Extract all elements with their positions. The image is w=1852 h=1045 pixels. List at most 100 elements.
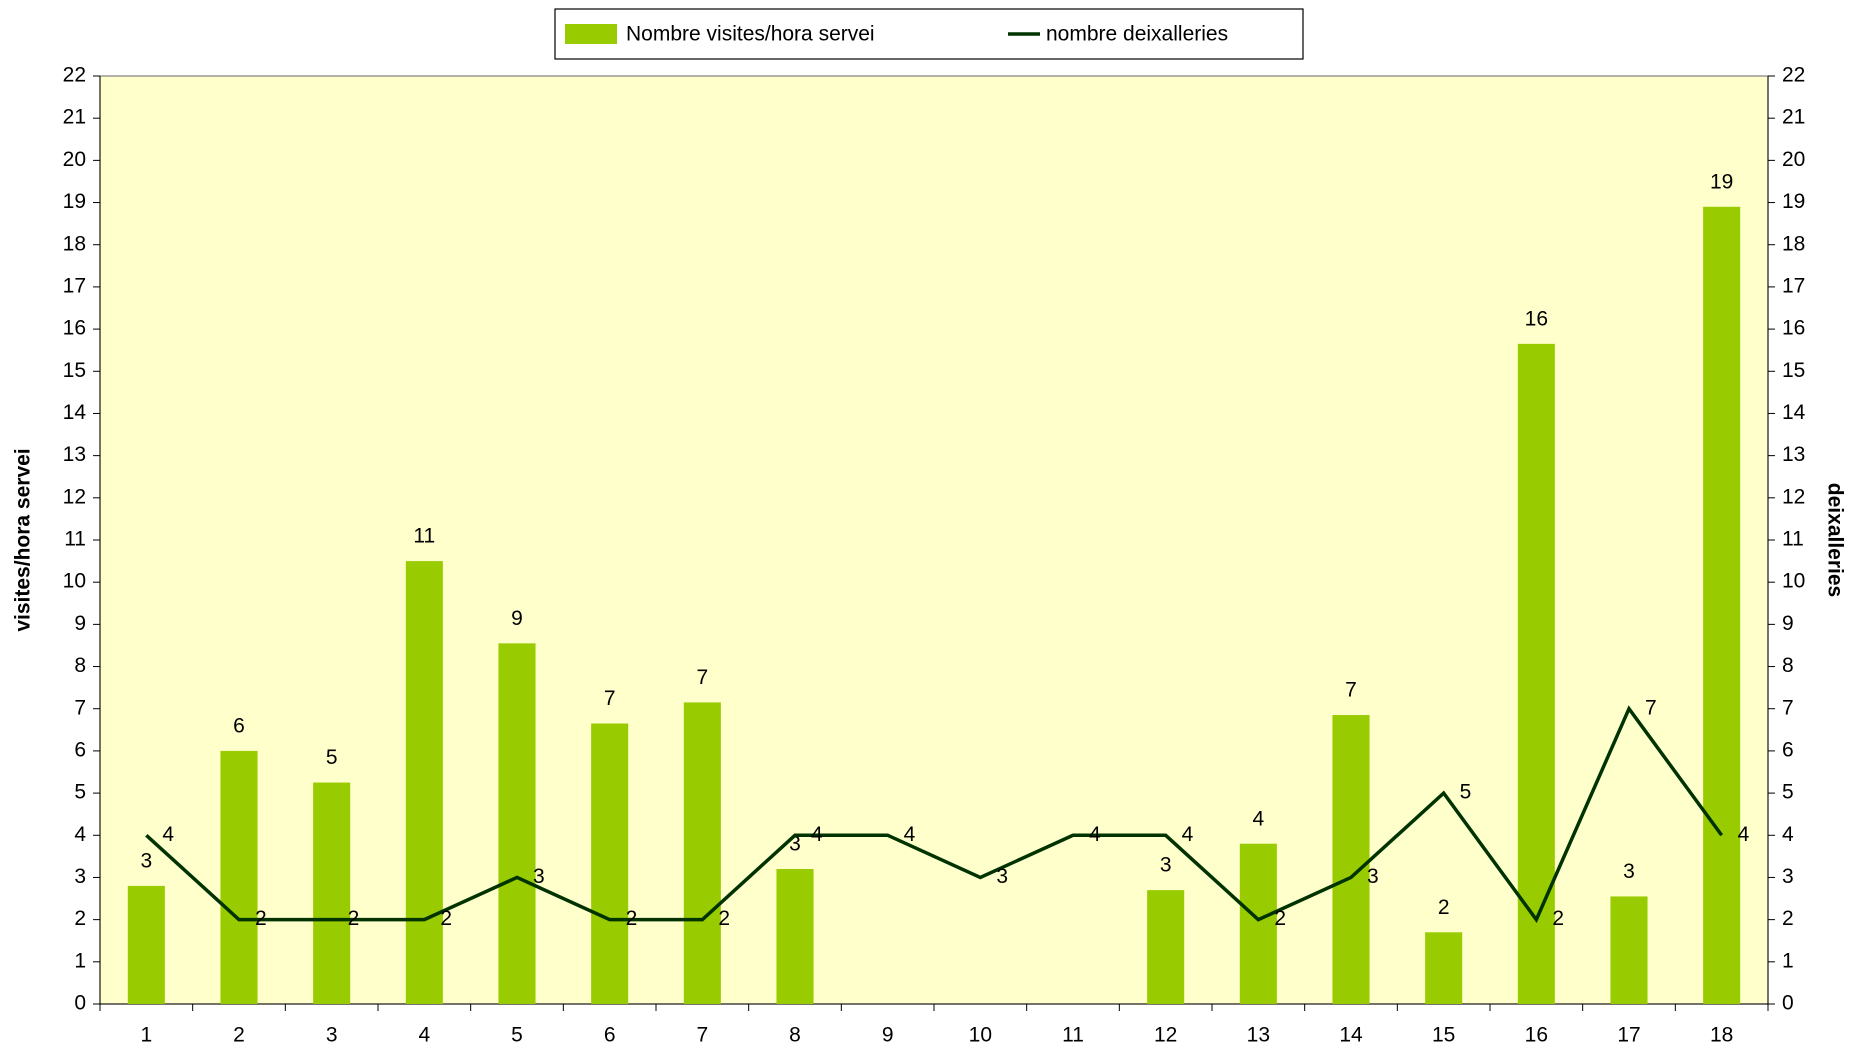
line-value-label: 3	[996, 865, 1008, 888]
y-tick-label: 12	[63, 485, 86, 508]
y2-tick-label: 0	[1782, 992, 1794, 1015]
y-tick-label: 15	[63, 359, 86, 382]
legend-label: Nombre visites/hora servei	[626, 23, 875, 46]
y2-tick-label: 9	[1782, 612, 1794, 635]
x-tick-label: 3	[326, 1024, 338, 1045]
y-tick-label: 13	[63, 443, 86, 466]
bar-value-label: 11	[413, 525, 435, 548]
bar	[498, 643, 536, 1004]
bar	[683, 702, 721, 1004]
x-tick-label: 6	[604, 1024, 616, 1045]
bar-value-label: 3	[1160, 854, 1172, 877]
y-tick-label: 1	[74, 949, 86, 972]
bar	[776, 869, 814, 1004]
line-value-label: 4	[1738, 823, 1750, 846]
y-tick-label: 8	[74, 654, 86, 677]
bar-value-label: 16	[1525, 307, 1548, 330]
bar-value-label: 7	[1345, 679, 1357, 702]
y2-tick-label: 3	[1782, 865, 1794, 888]
plot-area	[99, 75, 1769, 1005]
y-tick-label: 9	[74, 612, 86, 635]
x-tick-label: 9	[882, 1024, 894, 1045]
line-value-label: 2	[1552, 907, 1564, 930]
y-tick-label: 20	[63, 148, 86, 171]
line-value-label: 4	[904, 823, 916, 846]
bar	[313, 782, 351, 1004]
bar	[591, 723, 629, 1004]
bar-value-label: 9	[511, 607, 523, 630]
bar	[1425, 932, 1463, 1004]
y2-tick-label: 10	[1782, 570, 1805, 593]
line-value-label: 2	[255, 907, 267, 930]
y-tick-label: 11	[64, 528, 86, 551]
y-tick-label: 10	[63, 570, 86, 593]
y-tick-label: 21	[63, 106, 86, 129]
y2-tick-label: 19	[1782, 190, 1805, 213]
y2-tick-label: 18	[1782, 232, 1805, 255]
x-tick-label: 11	[1062, 1024, 1084, 1045]
line-series	[145, 705, 1724, 924]
y2-tick-label: 11	[1782, 528, 1804, 551]
bar-value-label: 3	[789, 833, 801, 856]
line-value-label: 2	[1274, 907, 1286, 930]
x-tick-label: 15	[1432, 1024, 1455, 1045]
line-value-label: 3	[533, 865, 545, 888]
y2-tick-label: 14	[1782, 401, 1806, 424]
y2-tick-label: 21	[1782, 106, 1805, 129]
bar-value-label: 2	[1438, 896, 1450, 919]
x-tick-label: 13	[1247, 1024, 1270, 1045]
legend-swatch	[565, 24, 617, 44]
y2-tick-label: 20	[1782, 148, 1805, 171]
line-value-label: 3	[1367, 865, 1379, 888]
x-tick-label: 5	[511, 1024, 523, 1045]
bar	[1517, 343, 1555, 1004]
x-tick-label: 2	[233, 1024, 245, 1045]
y-tick-label: 18	[63, 232, 86, 255]
bar-value-label: 6	[233, 714, 245, 737]
y2-tick-label: 7	[1782, 696, 1794, 719]
x-tick-label: 14	[1339, 1024, 1363, 1045]
y-tick-label: 16	[63, 317, 86, 340]
y2-tick-label: 6	[1782, 738, 1794, 761]
x-tick-label: 10	[969, 1024, 992, 1045]
bar	[405, 561, 443, 1004]
y-tick-label: 2	[74, 907, 86, 930]
y-tick-label: 5	[74, 781, 86, 804]
bar	[1703, 206, 1741, 1004]
legend	[554, 8, 1304, 60]
bar-value-label: 3	[140, 849, 152, 872]
y-tick-label: 22	[63, 64, 86, 87]
x-tick-label: 16	[1525, 1024, 1548, 1045]
bar-value-label: 4	[1252, 807, 1264, 830]
line-value-label: 4	[1182, 823, 1194, 846]
y2-tick-label: 8	[1782, 654, 1794, 677]
y-tick-label: 0	[74, 992, 86, 1015]
y-tick-label: 6	[74, 738, 86, 761]
line-value-label: 7	[1645, 696, 1657, 719]
x-tick-label: 4	[418, 1024, 430, 1045]
y2-tick-label: 12	[1782, 485, 1805, 508]
y2-tick-label: 13	[1782, 443, 1805, 466]
bar	[127, 885, 165, 1004]
x-tick-label: 18	[1710, 1024, 1733, 1045]
line-value-label: 2	[440, 907, 452, 930]
bar	[220, 750, 258, 1004]
bar	[1147, 890, 1185, 1004]
x-tick-label: 1	[140, 1024, 152, 1045]
y-axis-title: visites/hora servei	[12, 448, 35, 631]
y-tick-label: 14	[63, 401, 87, 424]
bar	[1332, 715, 1370, 1004]
y-tick-label: 17	[63, 274, 86, 297]
y2-tick-label: 5	[1782, 781, 1794, 804]
bar	[1610, 896, 1648, 1004]
line-value-label: 2	[626, 907, 638, 930]
y2-axis-title: deixalleries	[1823, 483, 1846, 597]
bar-value-label: 5	[326, 746, 338, 769]
y2-tick-label: 4	[1782, 823, 1794, 846]
x-tick-label: 17	[1617, 1024, 1640, 1045]
line-value-label: 5	[1460, 781, 1472, 804]
line-value-label: 4	[162, 823, 174, 846]
y2-tick-label: 15	[1782, 359, 1805, 382]
y2-tick-label: 2	[1782, 907, 1794, 930]
